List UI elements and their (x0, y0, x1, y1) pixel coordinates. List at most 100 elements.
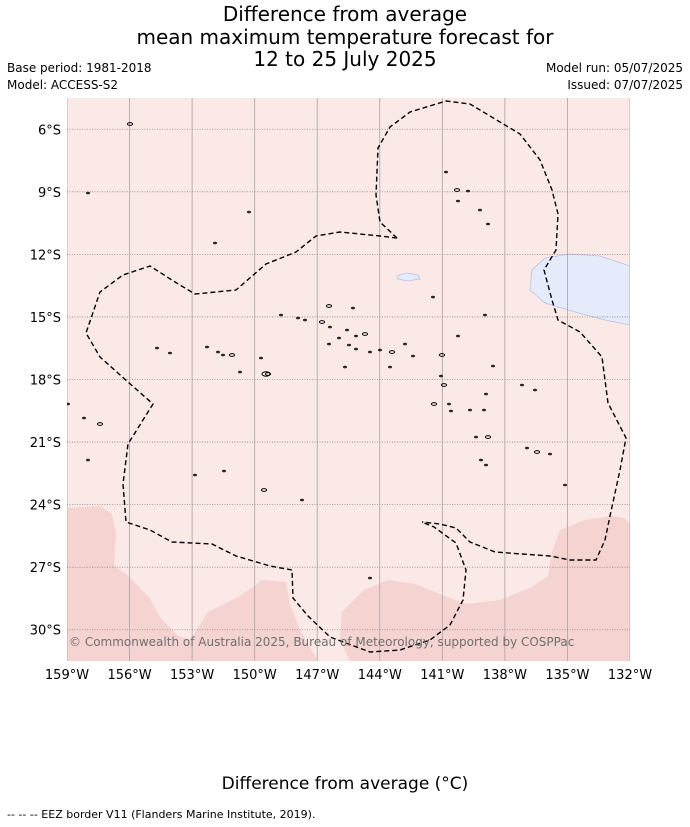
island (318, 320, 326, 324)
eez-footer-note: -- -- -- EEZ border V11 (Flanders Marine… (7, 808, 316, 821)
island (430, 402, 438, 406)
lon-tick-label: 135°W (545, 668, 589, 683)
island (67, 402, 70, 406)
island (82, 416, 86, 420)
island (327, 342, 331, 346)
lon-tick-label: 144°W (358, 668, 402, 683)
island (354, 347, 358, 351)
island (444, 170, 448, 174)
island (456, 199, 460, 203)
lon-tick-label: 153°W (170, 668, 214, 683)
island (345, 328, 349, 332)
map-gridlines (67, 98, 630, 661)
title-line-2: mean maximum temperature forecast for (136, 24, 554, 49)
island (155, 346, 159, 350)
island (247, 210, 251, 214)
meta-left: Base period: 1981-2018 Model: ACCESS-S2 (7, 60, 152, 94)
lon-tick-label: 159°W (45, 668, 89, 683)
island (484, 392, 488, 396)
island (449, 409, 453, 413)
lon-tick-label: 156°W (107, 668, 151, 683)
lon-tick-label: 147°W (295, 668, 339, 683)
map-background (67, 98, 630, 661)
island (296, 316, 300, 320)
island (411, 354, 415, 358)
colorbar-label: Difference from average (°C) (221, 774, 469, 794)
island (482, 408, 486, 412)
model-run: Model run: 05/07/2025 (545, 61, 683, 75)
lat-tick-label: 21°S (30, 436, 61, 451)
lat-tick-label: 9°S (38, 186, 61, 201)
eez-border-west (85, 231, 467, 653)
island (483, 313, 487, 317)
island (468, 408, 472, 412)
island (279, 313, 283, 317)
cool-anomaly-patch (396, 272, 421, 282)
island (533, 450, 541, 454)
island (388, 350, 396, 354)
island (361, 332, 369, 336)
island (368, 350, 372, 354)
lat-tick-label: 6°S (38, 123, 61, 138)
islands-and-atolls (67, 122, 567, 580)
island (447, 402, 451, 406)
island (453, 188, 461, 192)
lon-tick-label: 141°W (420, 668, 464, 683)
island (228, 353, 236, 357)
base-period: Base period: 1981-2018 (7, 61, 152, 75)
island (439, 374, 443, 378)
copyright-text: © Commonwealth of Australia 2025, Bureau… (69, 635, 574, 649)
island (126, 122, 134, 126)
island (328, 325, 332, 329)
longitude-tick-labels: 159°W 156°W 153°W 150°W 147°W 144°W 141°W 138°W… (45, 668, 652, 683)
eez-border-main (375, 100, 627, 561)
island (86, 458, 90, 462)
island (261, 371, 271, 377)
lat-tick-label: 12°S (30, 248, 61, 263)
chart-title: Difference from average mean maximum tem… (0, 3, 690, 71)
lat-tick-label: 30°S (30, 624, 61, 639)
island (403, 342, 407, 346)
lat-tick-label: 18°S (30, 374, 61, 389)
island (563, 483, 567, 487)
island (474, 435, 478, 439)
island (205, 345, 209, 349)
island (216, 350, 220, 354)
title-line-1: Difference from average (222, 2, 468, 26)
island (388, 365, 392, 369)
island (438, 353, 446, 357)
warm-anomaly-region-southeast (340, 516, 630, 661)
island (238, 370, 242, 374)
island (478, 208, 482, 212)
island (264, 372, 272, 376)
island (337, 336, 341, 340)
lat-tick-label: 15°S (30, 311, 61, 326)
island (440, 383, 448, 387)
meta-right: Model run: 05/07/2025 Issued: 07/07/2025 (546, 60, 683, 94)
island (222, 469, 226, 473)
island (213, 241, 217, 245)
island (96, 422, 104, 426)
island (325, 304, 333, 308)
title-line-3: 12 to 25 July 2025 (253, 47, 437, 71)
issued-date: Issued: 07/07/2025 (567, 78, 683, 92)
lon-tick-label: 138°W (483, 668, 527, 683)
island (548, 452, 552, 456)
island (431, 295, 435, 299)
island (479, 458, 483, 462)
forecast-map: © Commonwealth of Australia 2025, Bureau… (30, 98, 652, 683)
lat-tick-label: 27°S (30, 561, 61, 576)
island (221, 353, 225, 357)
island (484, 463, 488, 467)
lon-tick-label: 150°W (233, 668, 277, 683)
island (368, 576, 372, 580)
island (525, 446, 529, 450)
island (456, 334, 460, 338)
island (193, 473, 197, 477)
island (351, 306, 355, 310)
lon-tick-label: 132°W (608, 668, 652, 683)
island (343, 365, 347, 369)
island (354, 334, 358, 338)
island (303, 318, 307, 322)
island (86, 191, 90, 195)
